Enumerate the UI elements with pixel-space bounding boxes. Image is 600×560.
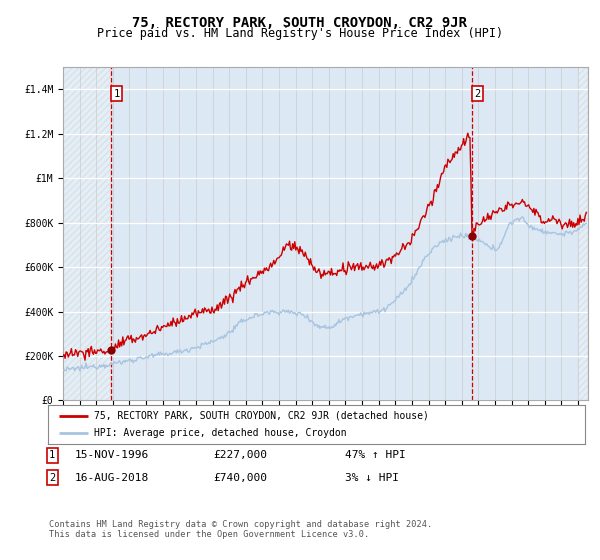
Text: 1: 1 xyxy=(113,89,119,99)
Text: £740,000: £740,000 xyxy=(213,473,267,483)
Text: 47% ↑ HPI: 47% ↑ HPI xyxy=(345,450,406,460)
Text: 1: 1 xyxy=(49,450,55,460)
Text: 2: 2 xyxy=(475,89,481,99)
Text: Contains HM Land Registry data © Crown copyright and database right 2024.
This d: Contains HM Land Registry data © Crown c… xyxy=(49,520,433,539)
Text: 15-NOV-1996: 15-NOV-1996 xyxy=(75,450,149,460)
Text: £227,000: £227,000 xyxy=(213,450,267,460)
Text: 75, RECTORY PARK, SOUTH CROYDON, CR2 9JR (detached house): 75, RECTORY PARK, SOUTH CROYDON, CR2 9JR… xyxy=(94,410,428,421)
Text: 16-AUG-2018: 16-AUG-2018 xyxy=(75,473,149,483)
Text: HPI: Average price, detached house, Croydon: HPI: Average price, detached house, Croy… xyxy=(94,428,346,438)
Text: 2: 2 xyxy=(49,473,55,483)
Text: Price paid vs. HM Land Registry's House Price Index (HPI): Price paid vs. HM Land Registry's House … xyxy=(97,27,503,40)
Text: 75, RECTORY PARK, SOUTH CROYDON, CR2 9JR: 75, RECTORY PARK, SOUTH CROYDON, CR2 9JR xyxy=(133,16,467,30)
Text: 3% ↓ HPI: 3% ↓ HPI xyxy=(345,473,399,483)
